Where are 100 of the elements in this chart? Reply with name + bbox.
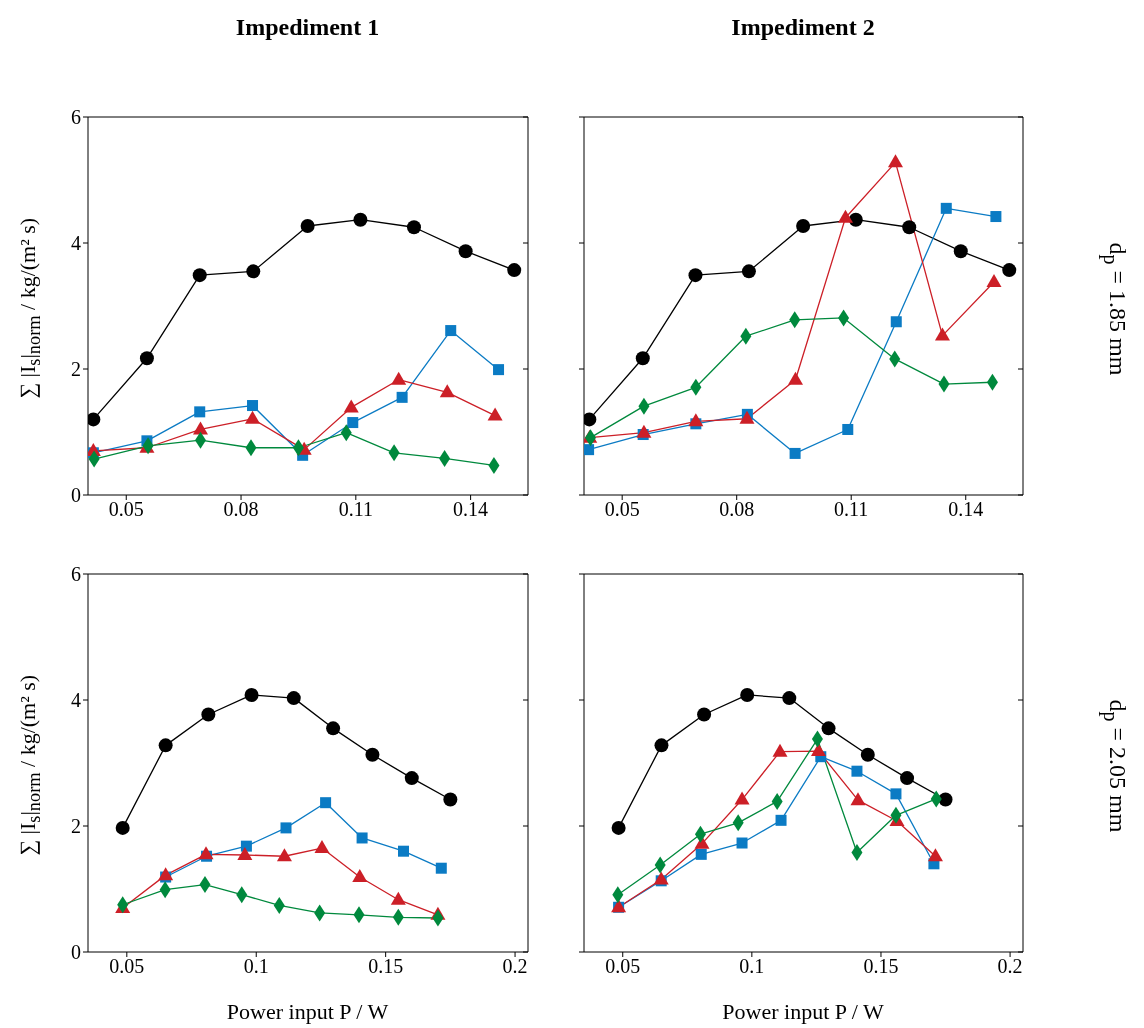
point [458, 244, 473, 259]
point [347, 417, 359, 429]
point [890, 788, 902, 800]
point [927, 848, 943, 862]
x-tick-label: 0.08 [719, 498, 755, 521]
point [300, 218, 315, 233]
point [353, 212, 368, 227]
x-axis-title: Power input P / W [225, 999, 390, 1025]
point [396, 391, 408, 403]
point [741, 264, 756, 279]
point [796, 218, 811, 233]
point [246, 264, 261, 279]
point [286, 691, 301, 706]
point [734, 791, 750, 805]
point [192, 268, 207, 283]
point [404, 771, 419, 786]
x-tick-label: 0.11 [338, 498, 373, 521]
point [739, 410, 755, 424]
x-tick-label: 0.05 [108, 498, 144, 521]
point [356, 832, 368, 844]
x-tick-label: 0.1 [739, 955, 765, 978]
point [900, 771, 915, 786]
point [314, 840, 330, 854]
y-tick-label: 4 [71, 232, 81, 255]
point [326, 721, 341, 736]
point [584, 444, 595, 456]
point [343, 399, 359, 413]
x-tick-label: 0.11 [834, 498, 869, 521]
point [245, 410, 261, 424]
x-tick-label: 0.15 [368, 955, 404, 978]
point [493, 364, 505, 376]
point [695, 848, 707, 860]
point [398, 845, 410, 857]
point [280, 822, 292, 834]
x-tick-label: 0.15 [863, 955, 899, 978]
point [507, 263, 522, 278]
point [139, 351, 154, 366]
point [938, 792, 953, 807]
point [1002, 263, 1017, 278]
point [782, 691, 797, 706]
point [390, 891, 406, 905]
point [352, 869, 368, 883]
point [851, 765, 863, 777]
point [635, 351, 650, 366]
y-tick-label: 2 [71, 815, 81, 838]
point [902, 220, 917, 235]
point [88, 412, 101, 427]
point [654, 738, 669, 753]
point [736, 837, 748, 849]
y-tick-label: 6 [71, 106, 81, 129]
point [940, 202, 952, 214]
point [115, 820, 130, 835]
point [237, 846, 253, 860]
point [688, 268, 703, 283]
point [653, 871, 669, 885]
point [850, 792, 866, 806]
point [435, 862, 447, 874]
point [158, 867, 174, 881]
y-tick-label: 0 [71, 941, 81, 964]
point [276, 848, 292, 862]
y-tick-label: 6 [71, 563, 81, 586]
point [320, 797, 332, 809]
point [391, 371, 407, 385]
point [986, 274, 1002, 288]
y-tick-label: 2 [71, 358, 81, 381]
x-tick-label: 0.05 [605, 955, 641, 978]
x-axis-title: Power input P / W [721, 999, 885, 1025]
point [888, 154, 903, 168]
point [244, 687, 259, 702]
point [443, 792, 458, 807]
x-tick-label: 0.2 [502, 955, 528, 978]
point [688, 413, 704, 427]
chart-title: Impediment 2 [730, 14, 876, 41]
point [198, 846, 214, 860]
point [842, 423, 854, 435]
point [201, 707, 216, 722]
x-tick-label: 0.14 [453, 498, 489, 521]
x-tick-label: 0.14 [948, 498, 984, 521]
point [406, 220, 421, 235]
point [890, 316, 902, 328]
point [772, 743, 788, 757]
point [439, 384, 455, 398]
point [860, 747, 875, 762]
point [837, 209, 853, 223]
point [740, 687, 755, 702]
point [787, 371, 803, 385]
chart-title: Impediment 1 [234, 14, 381, 41]
point [953, 244, 968, 259]
y-tick-label: 4 [71, 689, 81, 712]
point [584, 412, 597, 427]
point [775, 814, 787, 826]
point [821, 721, 836, 736]
point [158, 738, 173, 753]
point [487, 407, 503, 421]
x-tick-label: 0.05 [109, 955, 145, 978]
x-tick-label: 0.2 [997, 955, 1023, 978]
point [445, 325, 457, 337]
point [365, 747, 380, 762]
point [810, 743, 826, 757]
point [194, 406, 206, 418]
